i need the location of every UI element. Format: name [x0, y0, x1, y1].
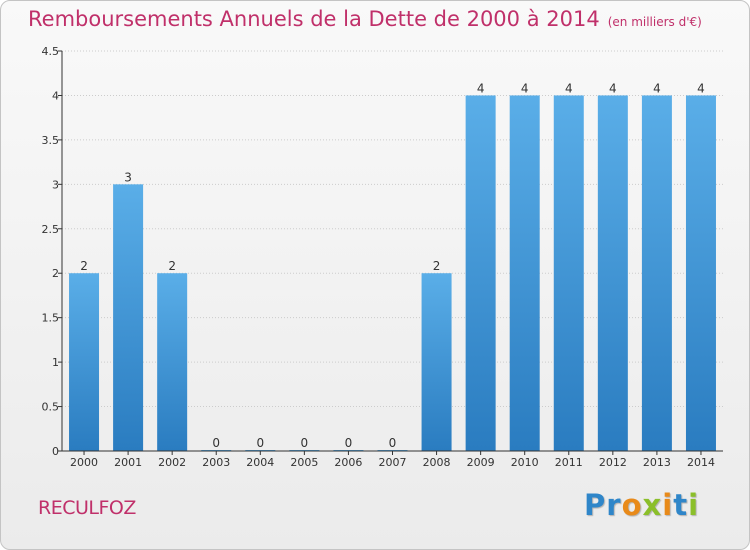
logo-letter: t [673, 488, 689, 522]
y-tick-label: 4 [52, 89, 59, 102]
bar [113, 184, 144, 452]
y-tick-label: 2.5 [42, 223, 60, 236]
x-tick-label: 2013 [643, 456, 671, 469]
x-tick-label: 2002 [158, 456, 186, 469]
x-tick-label: 2003 [202, 456, 230, 469]
data-labels: 2 3 2 0 0 0 0 0 2 4 4 4 4 4 4 [80, 81, 705, 450]
x-tick-label: 2011 [555, 456, 583, 469]
title-unit: (en milliers d'€) [607, 15, 702, 29]
data-label: 2 [80, 259, 88, 273]
y-tick-label: 1.5 [42, 312, 60, 325]
place-name: RECULFOZ [38, 497, 136, 519]
data-label: 0 [212, 436, 220, 450]
x-tick-label: 2001 [114, 456, 142, 469]
x-tick-label: 2007 [379, 456, 407, 469]
logo-letter: r [606, 488, 622, 522]
y-tick-label: 3.5 [42, 134, 60, 147]
logo-letter: i [688, 488, 700, 522]
data-label: 0 [301, 436, 309, 450]
bar [465, 95, 496, 451]
x-tick-label: 2012 [599, 456, 627, 469]
x-tick-label: 2014 [687, 456, 715, 469]
data-label: 0 [389, 436, 397, 450]
y-tick-label: 4.5 [42, 45, 60, 58]
bar [553, 95, 584, 451]
bar [685, 95, 716, 451]
data-label: 3 [124, 170, 132, 184]
data-label: 0 [345, 436, 353, 450]
bar [421, 273, 452, 451]
data-label: 4 [609, 81, 617, 95]
data-label: 4 [653, 81, 661, 95]
title-text: Remboursements Annuels de la Dette de 20… [28, 7, 600, 31]
x-tick-label: 2004 [246, 456, 274, 469]
bars [69, 95, 716, 452]
x-tick-label: 2010 [511, 456, 539, 469]
data-label: 4 [697, 81, 705, 95]
logo-letter: o [621, 488, 643, 522]
bar [641, 95, 672, 451]
x-tick-label: 2006 [334, 456, 362, 469]
data-label: 2 [168, 259, 176, 273]
y-tick-label: 2 [52, 267, 59, 280]
logo-letter: P [584, 488, 607, 522]
bar [69, 273, 100, 451]
chart-title: Remboursements Annuels de la Dette de 20… [28, 7, 702, 31]
y-tick-label: 0 [52, 445, 59, 458]
logo-letter: i [662, 488, 674, 522]
x-tick-label: 2005 [290, 456, 318, 469]
gridlines [62, 50, 723, 408]
logo-letter: x [642, 488, 663, 522]
data-label: 0 [256, 436, 264, 450]
x-tick-label: 2000 [70, 456, 98, 469]
y-tick-label: 0.5 [42, 401, 60, 414]
x-tick-label: 2008 [423, 456, 451, 469]
bar [157, 273, 188, 451]
y-tick-label: 3 [52, 178, 59, 191]
bar [509, 95, 540, 451]
y-tick-label: 1 [52, 356, 59, 369]
data-label: 4 [565, 81, 573, 95]
bar [597, 95, 628, 451]
data-label: 4 [521, 81, 529, 95]
proxiti-logo: Proxiti [584, 488, 699, 522]
data-label: 2 [433, 259, 441, 273]
x-tick-label: 2009 [467, 456, 495, 469]
data-label: 4 [477, 81, 485, 95]
